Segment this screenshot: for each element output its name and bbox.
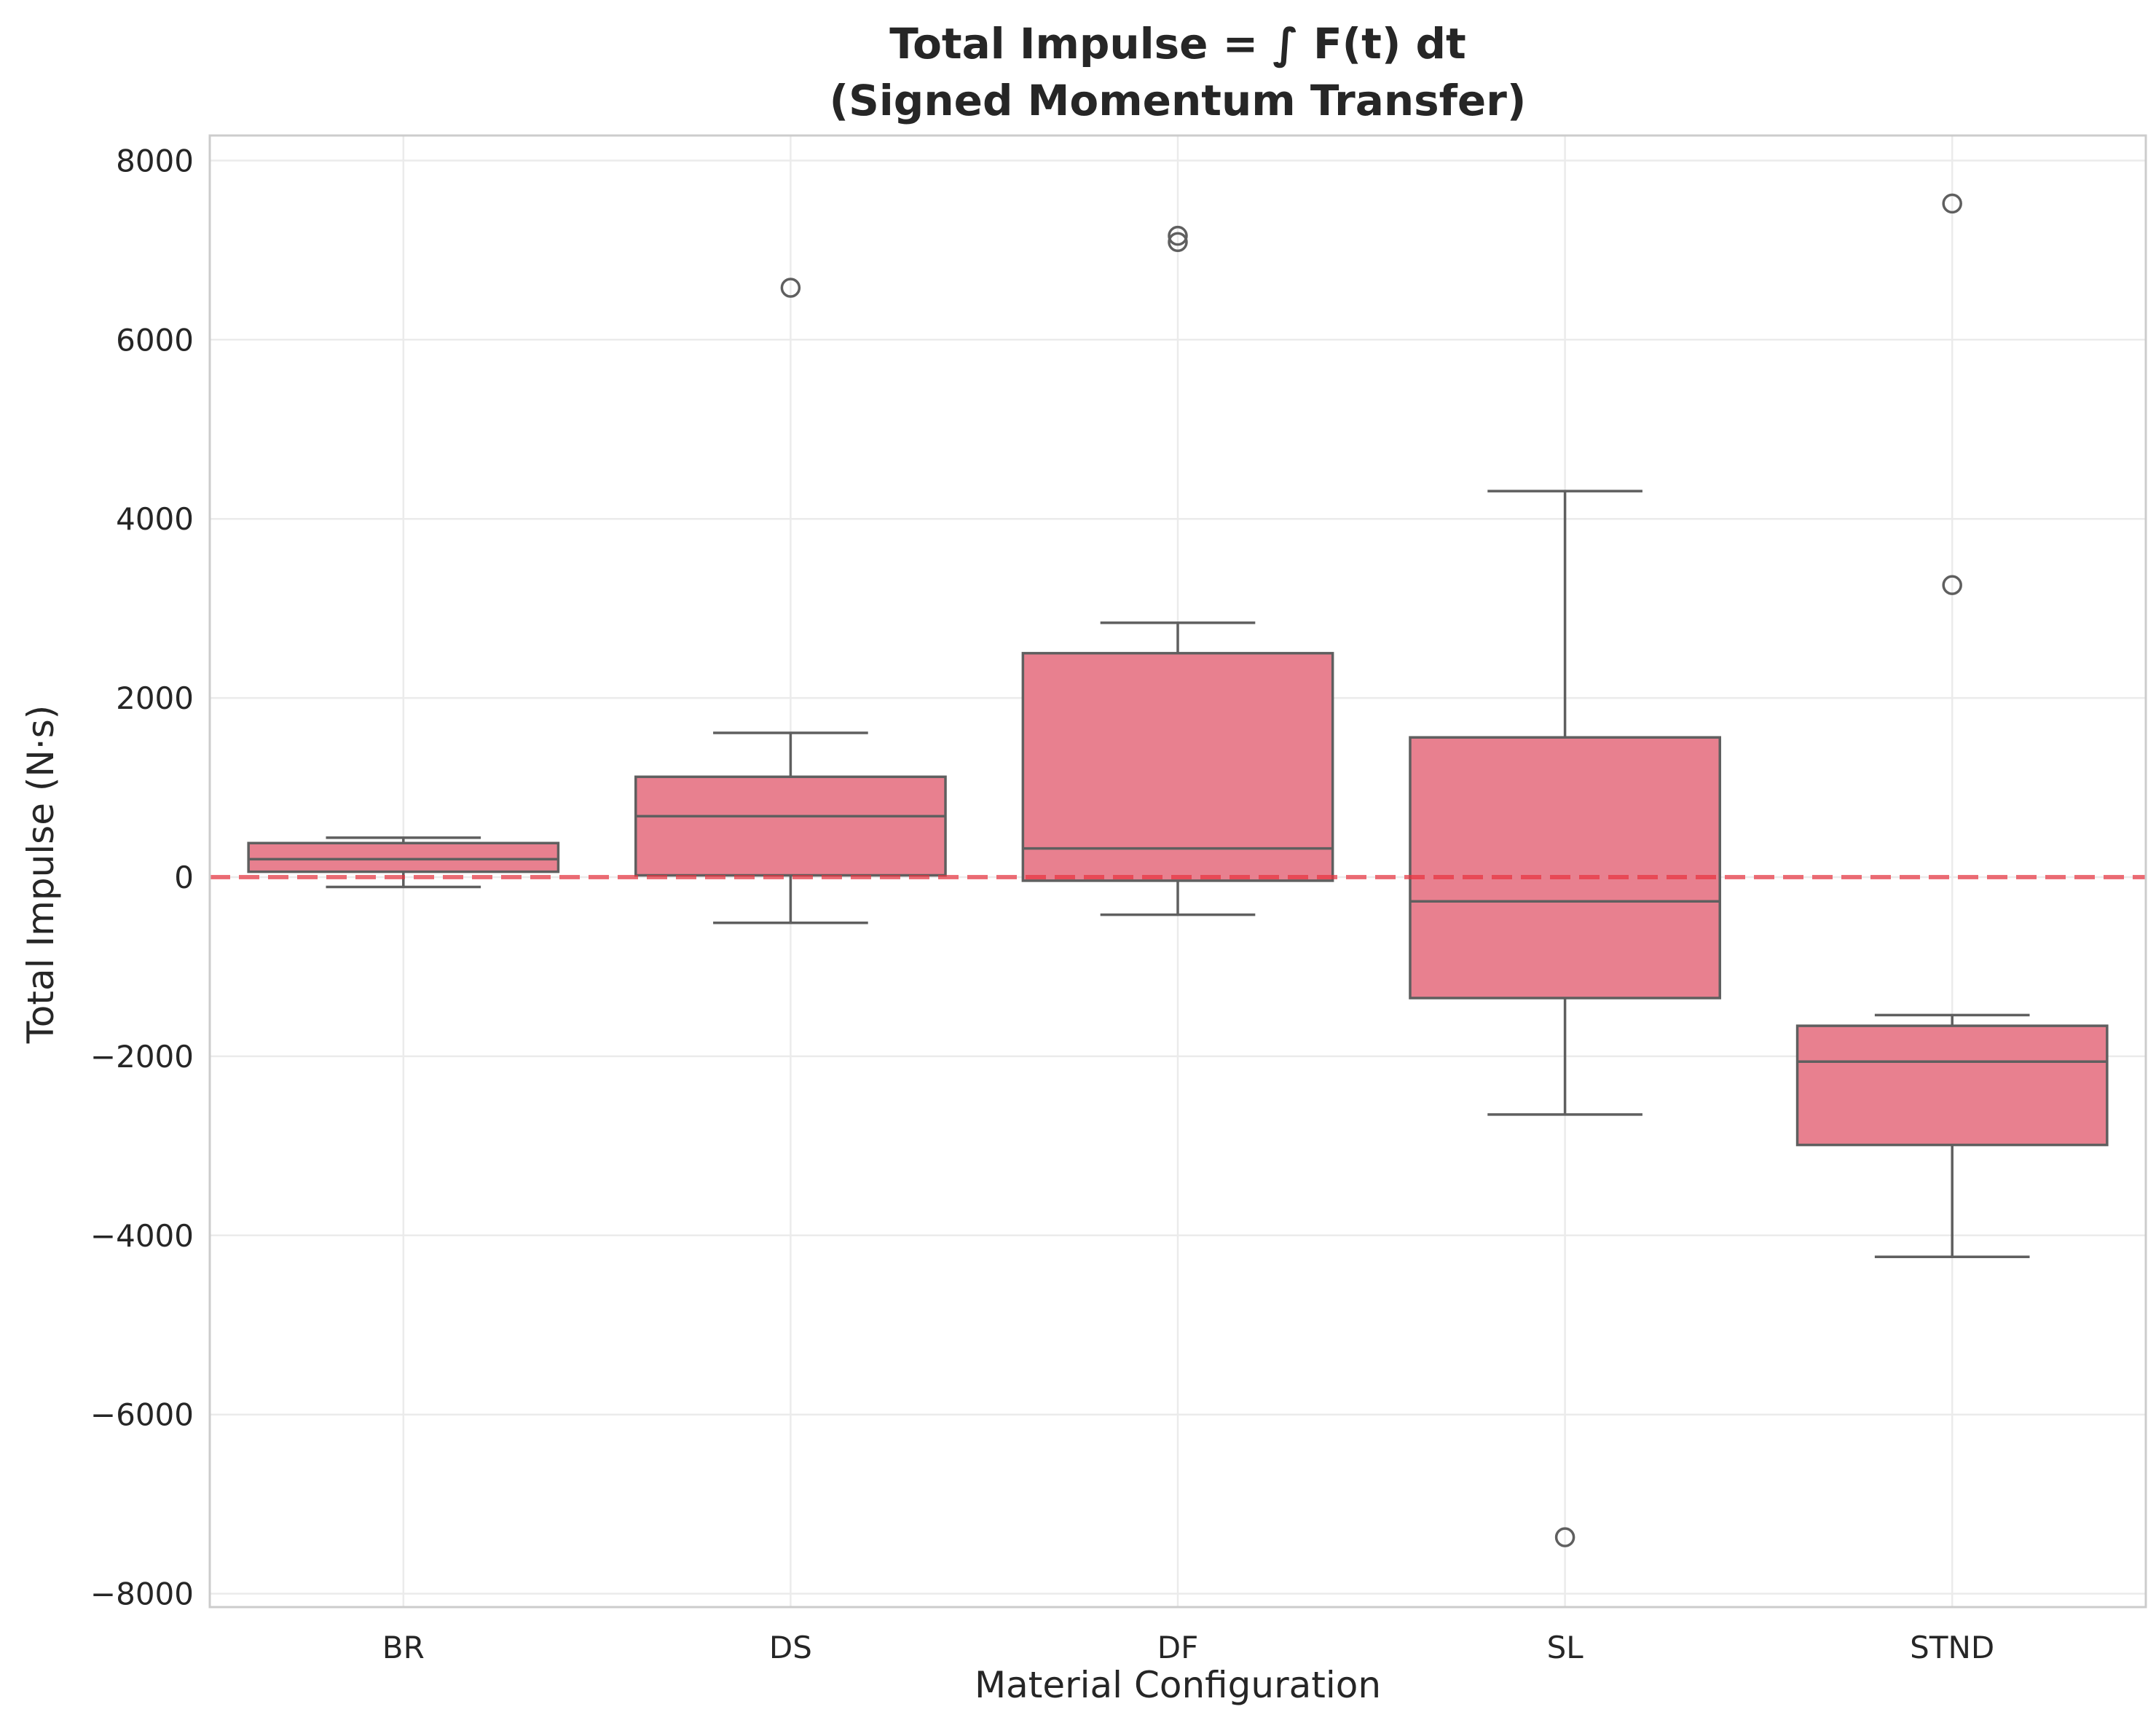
x-axis-label: Material Configuration: [975, 1664, 1381, 1706]
x-tick-label: DF: [1157, 1630, 1199, 1665]
outlier-point: [780, 278, 801, 298]
iqr-box: [634, 775, 947, 877]
box-group-sl: [1409, 490, 1721, 1547]
ticks-layer: −8000 −6000 −4000 −2000 0 2000 4000 6000 8000 BR D…: [90, 143, 1994, 1665]
iqr-box: [1795, 1024, 2109, 1147]
box-group-br: [247, 836, 560, 889]
box-group-df: [1021, 225, 1334, 916]
y-tick-label: −2000: [90, 1039, 194, 1075]
box-group-stnd: [1795, 193, 2109, 1259]
boxes-layer: [247, 193, 2109, 1547]
x-tick-label: BR: [382, 1630, 425, 1665]
outlier-point: [1168, 225, 1188, 246]
outlier-point: [1168, 232, 1188, 253]
y-tick-label: −6000: [90, 1397, 194, 1433]
y-tick-label: 0: [174, 860, 194, 895]
y-tick-label: 6000: [116, 322, 194, 358]
y-axis-label: Total Impulse (N·s): [20, 705, 62, 1045]
x-tick-label: STND: [1910, 1630, 1994, 1665]
y-tick-label: 2000: [116, 680, 194, 716]
x-tick-label: DS: [769, 1630, 812, 1665]
box-group-ds: [634, 278, 947, 924]
chart-title-line2: (Signed Momentum Transfer): [830, 76, 1527, 125]
iqr-box: [247, 841, 560, 873]
y-tick-label: −8000: [90, 1576, 194, 1612]
plot-frame: [208, 134, 2147, 1609]
iqr-box: [1409, 736, 1721, 1000]
iqr-box: [1021, 651, 1334, 882]
y-tick-label: 4000: [116, 501, 194, 537]
outlier-point: [1554, 1527, 1575, 1547]
outlier-point: [1942, 193, 1962, 214]
x-tick-label: SL: [1547, 1630, 1584, 1665]
y-tick-label: 8000: [116, 143, 194, 178]
y-tick-label: −4000: [90, 1218, 194, 1254]
outlier-point: [1942, 575, 1962, 595]
chart-title-line1: Total Impulse = ∫ F(t) dt: [889, 19, 1466, 68]
